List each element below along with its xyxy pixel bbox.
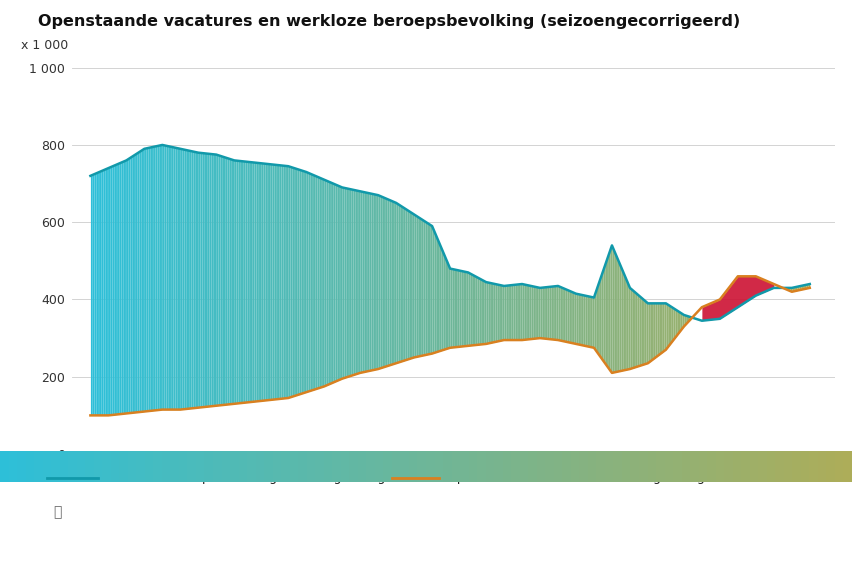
Text: Lage - hoge spanning: Lage - hoge spanning [105, 452, 256, 465]
Text: Werkloze beroepsbevolking (seizoengecorrigeerd): Werkloze beroepsbevolking (seizoengecorr… [105, 471, 418, 484]
Text: 公: 公 [53, 505, 61, 519]
Text: Meer vacatures dan werklozen: Meer vacatures dan werklozen [447, 452, 663, 465]
Text: Openstaande vacatures en werkloze beroepsbevolking (seizoengecorrigeerd): Openstaande vacatures en werkloze beroep… [38, 14, 740, 29]
Text: x 1 000: x 1 000 [20, 39, 68, 52]
FancyBboxPatch shape [392, 453, 439, 465]
Text: Openstaande vacatures (seizoengecorrigeerd): Openstaande vacatures (seizoengecorrigee… [447, 471, 739, 484]
